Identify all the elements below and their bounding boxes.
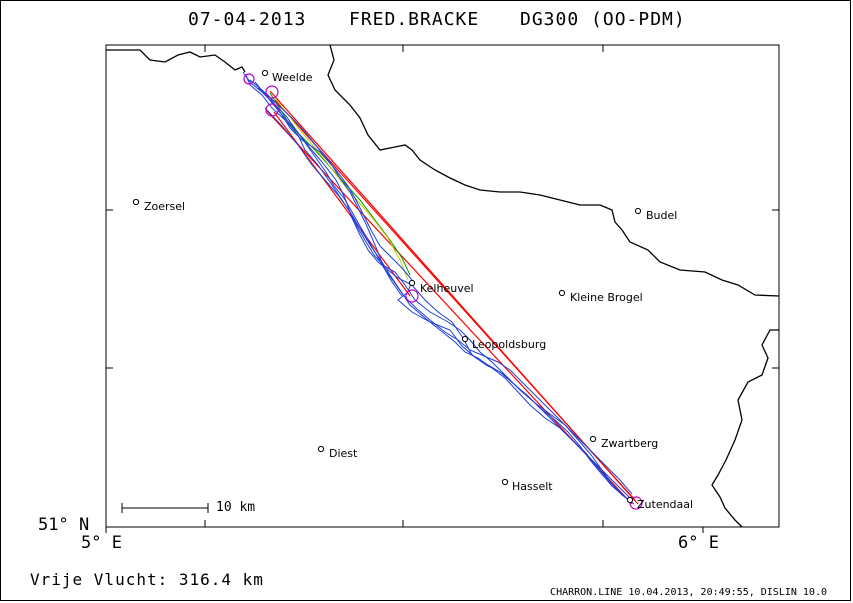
turnpoint-3 (405, 289, 419, 303)
place-zwartberg: Zwartberg (601, 437, 659, 450)
turnpoint-start (243, 73, 255, 85)
lon-label-5: 5° E (81, 533, 122, 553)
place-markers (132, 69, 642, 504)
place-diest: Diest (329, 447, 358, 460)
place-budel: Budel (646, 209, 678, 222)
place-hasselt: Hasselt (512, 480, 553, 493)
country-border (106, 44, 780, 528)
place-zoersel: Zoersel (144, 200, 186, 213)
plot-border (105, 44, 780, 528)
flight-distance: Vrije Vlucht: 316.4 km (30, 570, 264, 589)
turnpoint-1 (265, 85, 279, 99)
title-aircraft: DG300 (OO-PDM) (520, 9, 686, 30)
place-weelde: Weelde (272, 71, 313, 84)
lon-label-6: 6° E (678, 533, 719, 553)
axis-ticks (105, 45, 779, 533)
turnpoint-2 (265, 103, 279, 117)
gps-track (242, 71, 635, 505)
optimized-leg-green (269, 92, 411, 276)
place-leopoldsburg: Leopoldsburg (472, 338, 547, 351)
title-date: 07-04-2013 (188, 9, 307, 30)
lat-label: 51° N (38, 515, 90, 535)
place-kelheuvel: Kelheuvel (420, 282, 474, 295)
footer-meta: CHARRON.LINE 10.04.2013, 20:49:55, DISLI… (550, 587, 827, 598)
title-pilot: FRED.BRACKE (349, 9, 480, 30)
place-kleine-brogel: Kleine Brogel (570, 291, 643, 304)
place-zutendaal: Zutendaal (637, 498, 694, 511)
scale-bar-label: 10 km (216, 500, 256, 515)
optimized-leg-yellow (274, 97, 409, 281)
scale-bar (121, 503, 209, 513)
